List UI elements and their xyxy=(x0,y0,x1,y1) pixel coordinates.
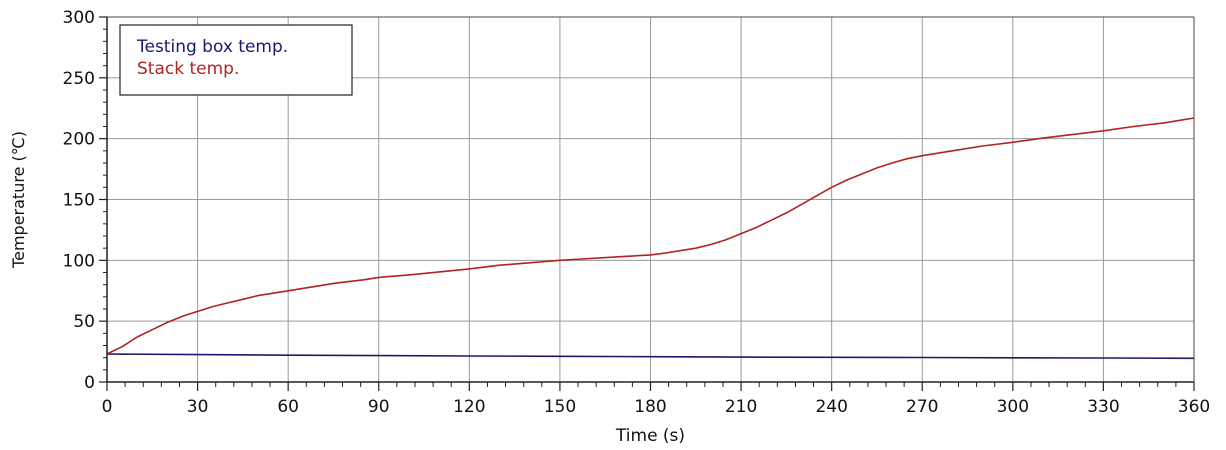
legend: Testing box temp.Stack temp. xyxy=(119,24,353,96)
x-tick-label: 180 xyxy=(634,397,666,417)
series-lines xyxy=(106,117,1195,360)
legend-box xyxy=(119,24,353,96)
y-tick-label: 50 xyxy=(73,312,95,332)
x-tick-label: 210 xyxy=(725,397,757,417)
x-tick-label: 360 xyxy=(1178,397,1210,417)
axes: 0 50 100 150 200 250 300 0 30 60 90 120 150 180 210 240… xyxy=(9,8,1210,446)
x-tick-label: 60 xyxy=(277,397,299,417)
series-line-0 xyxy=(106,353,1195,360)
legend-entry-1: Stack temp. xyxy=(137,59,239,79)
y-axis-label: Temperature (℃) xyxy=(9,131,28,269)
x-tick-label: 270 xyxy=(906,397,938,417)
y-tick-label: 100 xyxy=(63,251,95,271)
x-tick-label: 330 xyxy=(1087,397,1119,417)
series-line-1 xyxy=(106,117,1195,355)
x-tick-label: 300 xyxy=(997,397,1029,417)
legend-entry-0: Testing box temp. xyxy=(136,37,288,57)
y-tick-label: 0 xyxy=(84,373,95,393)
y-tick-label: 150 xyxy=(63,191,95,211)
x-tick-label: 240 xyxy=(815,397,847,417)
x-tick-label: 90 xyxy=(368,397,390,417)
x-tick-label: 120 xyxy=(453,397,485,417)
y-tick-label: 300 xyxy=(63,8,95,28)
x-axis-label: Time (s) xyxy=(615,426,685,445)
x-tick-label: 150 xyxy=(544,397,576,417)
x-tick-label: 0 xyxy=(102,397,113,417)
x-tick-label: 30 xyxy=(187,397,209,417)
y-tick-label: 200 xyxy=(63,130,95,150)
y-tick-label: 250 xyxy=(63,69,95,89)
